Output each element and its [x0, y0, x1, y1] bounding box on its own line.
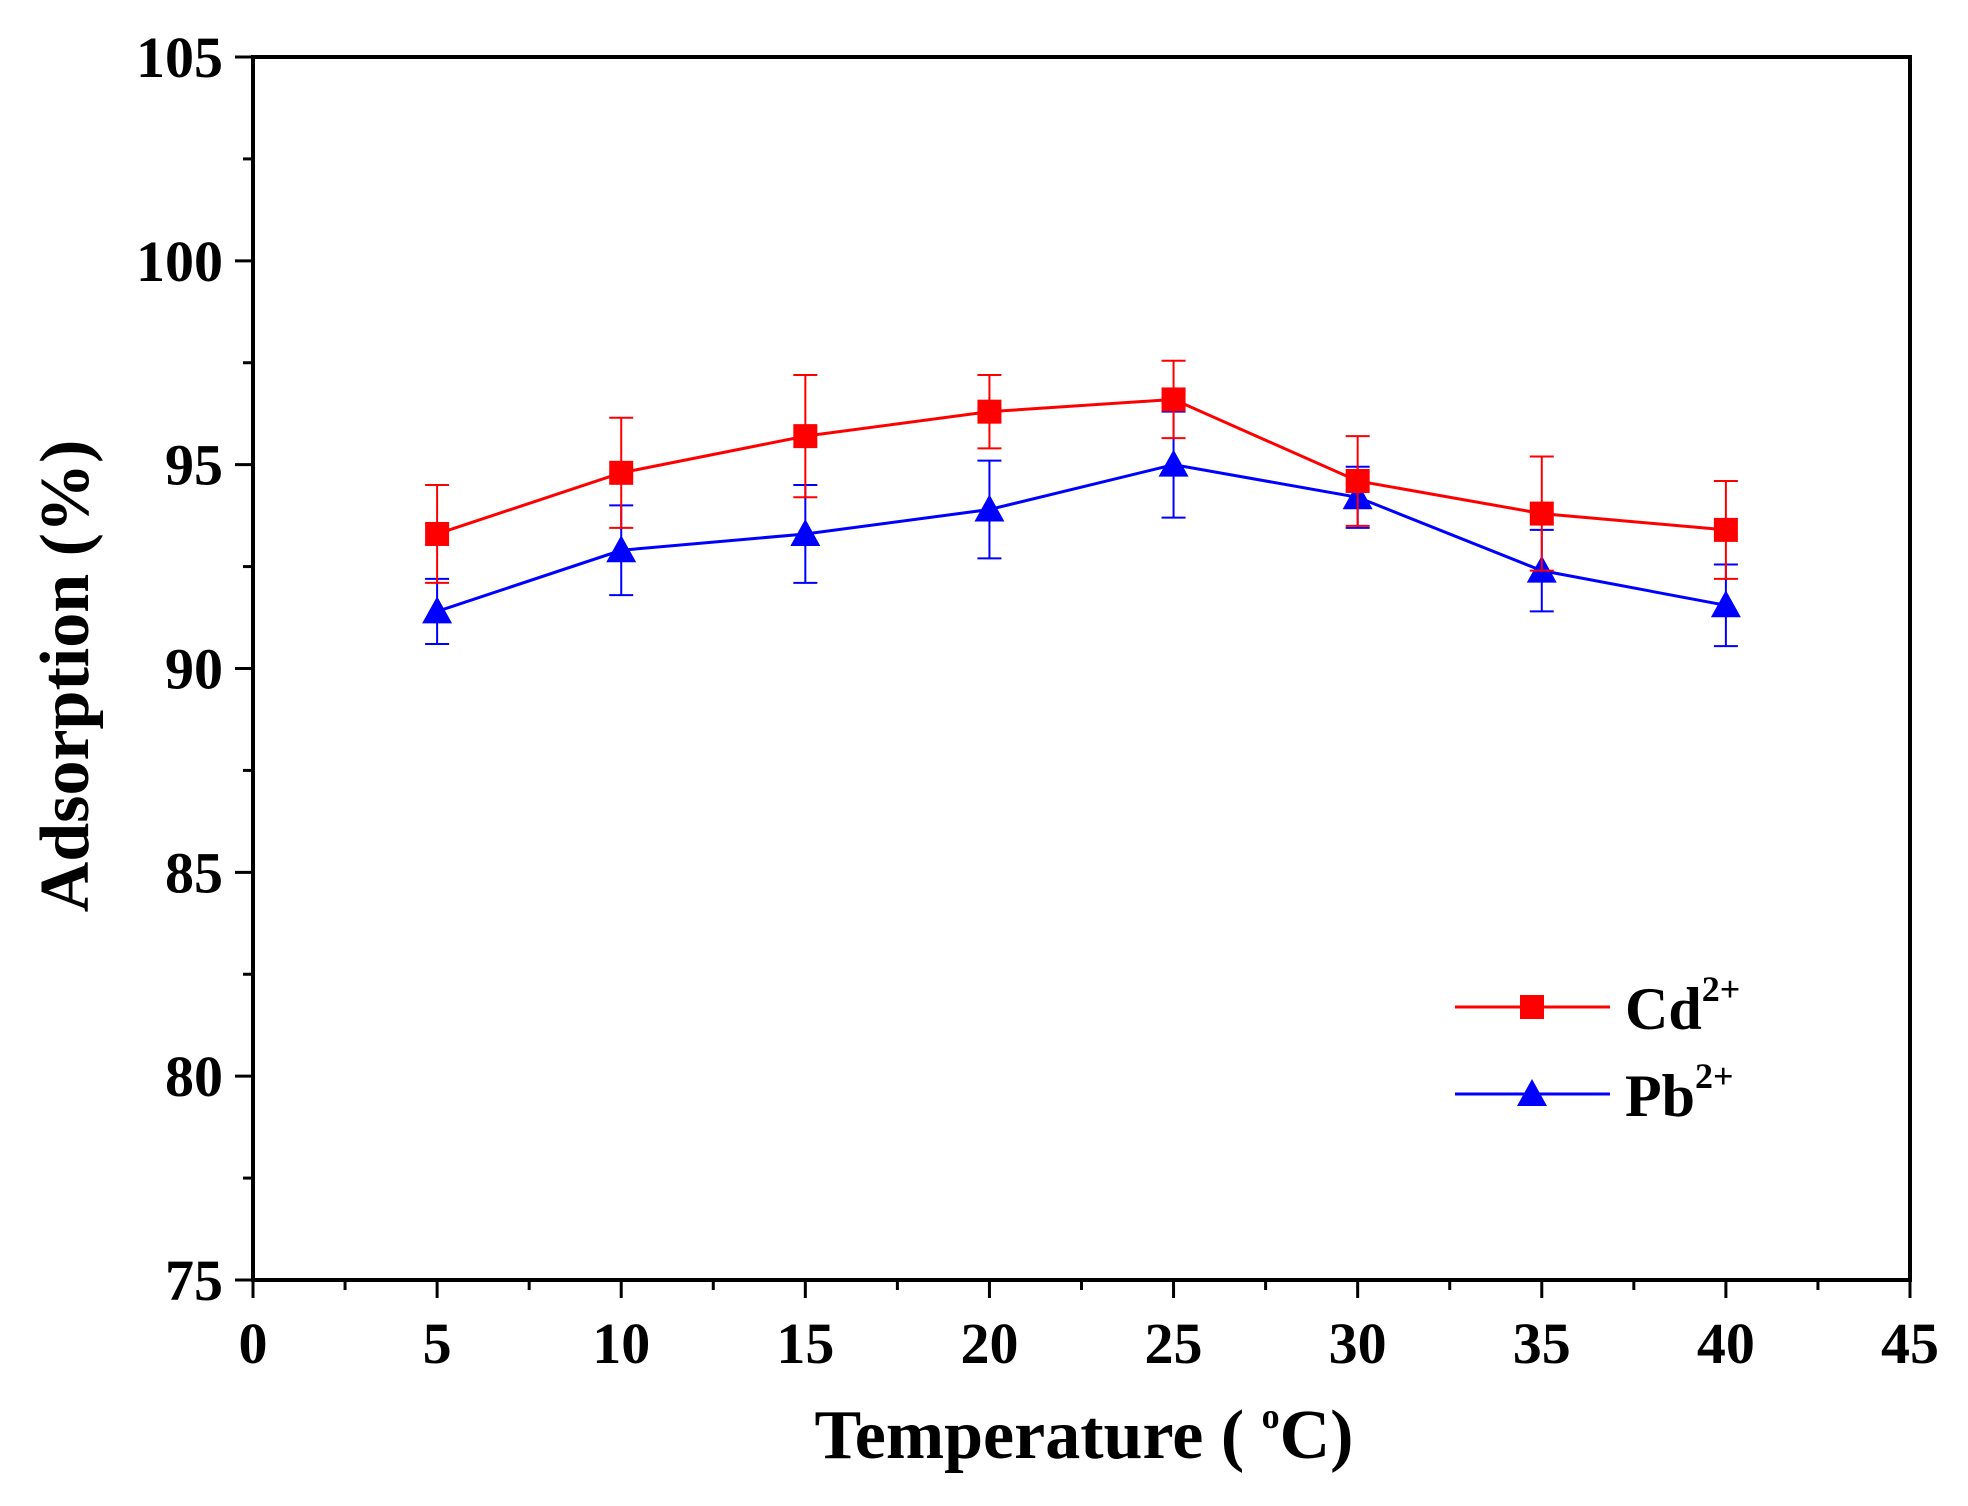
series-line-cd — [436, 397, 1727, 536]
x-tick-label: 5 — [423, 1311, 452, 1376]
data-point-cd — [793, 424, 818, 449]
legend-marker-cd — [1520, 995, 1544, 1019]
series-pb — [422, 410, 1741, 648]
x-tick-label: 20 — [960, 1311, 1018, 1376]
data-point-pb — [422, 596, 453, 624]
legend-item-pb: Pb2+ — [1455, 1056, 1734, 1129]
legend-label-pb: Pb2+ — [1625, 1056, 1734, 1129]
data-point-cd — [609, 460, 634, 485]
data-point-pb — [1158, 449, 1189, 477]
legend-marker-pb — [1517, 1079, 1547, 1106]
y-tick-label: 90 — [165, 637, 223, 702]
y-tick-label: 80 — [165, 1044, 223, 1109]
x-axis-title: Temperature ( oC) — [814, 1396, 1353, 1474]
x-tick-label: 10 — [592, 1311, 650, 1376]
y-tick-label: 100 — [136, 229, 223, 294]
data-point-cd — [1345, 468, 1370, 493]
x-tick-label: 40 — [1697, 1311, 1755, 1376]
axis-ticks: 0 5 10 15 20 25 30 35 40 45 75 80 85 90 95 100 105 — [136, 25, 1939, 1376]
data-point-cd — [977, 399, 1002, 424]
data-point-cd — [1713, 517, 1738, 542]
x-tick-label: 30 — [1329, 1311, 1387, 1376]
x-tick-label: 15 — [776, 1311, 834, 1376]
data-point-cd — [1161, 387, 1186, 412]
x-tick-label: 35 — [1513, 1311, 1571, 1376]
x-axis-title-suffix: C) — [1280, 1397, 1354, 1474]
x-axis-title-prefix: Temperature ( — [814, 1397, 1261, 1474]
legend-label-cd: Cd2+ — [1625, 969, 1740, 1042]
x-axis-title-sup: o — [1262, 1396, 1280, 1436]
x-tick-label: 25 — [1145, 1311, 1203, 1376]
y-axis-title: Adsorption (%) — [27, 440, 104, 913]
data-point-pb — [790, 518, 821, 546]
data-point-pb — [606, 535, 637, 563]
y-tick-label: 75 — [165, 1248, 223, 1313]
data-point-cd — [1529, 501, 1554, 526]
y-tick-label: 85 — [165, 840, 223, 905]
series-line-pb — [436, 463, 1727, 613]
data-point-pb — [974, 494, 1005, 522]
x-tick-label: 0 — [239, 1311, 268, 1376]
data-point-cd — [425, 521, 450, 546]
y-tick-label: 95 — [165, 433, 223, 498]
series-layer — [422, 359, 1741, 648]
y-tick-label: 105 — [136, 25, 223, 90]
x-tick-label: 45 — [1881, 1311, 1939, 1376]
data-point-pb — [1710, 590, 1741, 618]
legend-item-cd: Cd2+ — [1455, 969, 1740, 1042]
legend: Cd2+ Pb2+ — [1455, 969, 1740, 1129]
series-cd — [425, 359, 1738, 584]
